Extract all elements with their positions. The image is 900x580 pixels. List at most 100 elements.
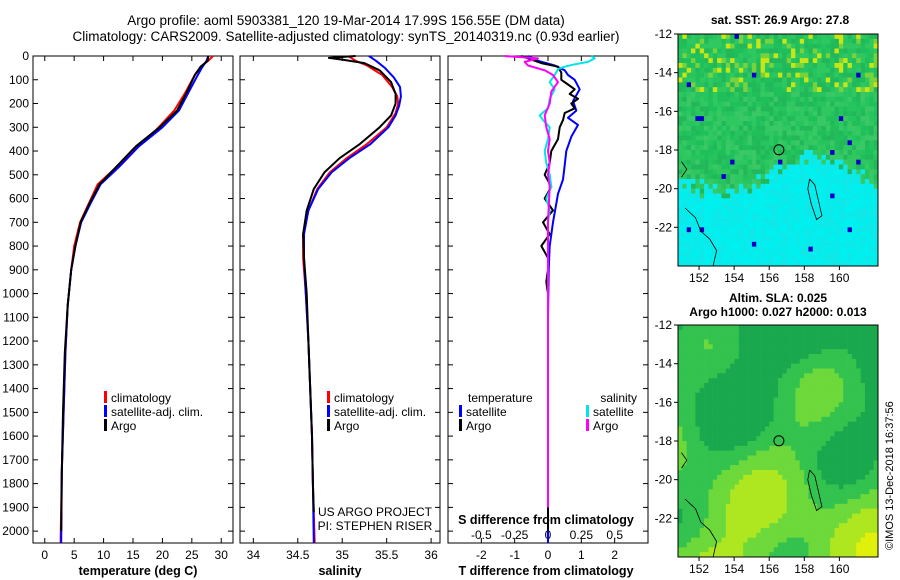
sla-map-cell: [678, 445, 683, 451]
sst-map-cell: [682, 232, 687, 238]
sst-map-cell: [704, 92, 709, 98]
sla-map-cell: [851, 518, 857, 524]
sst-map-cell: [751, 38, 757, 44]
sla-map-cell: [751, 392, 757, 398]
sst-map-cell: [825, 169, 831, 175]
sst-map-cell: [743, 251, 748, 257]
sst-map-cell: [838, 43, 844, 49]
sst-map-cell: [799, 174, 805, 180]
sla-map-cell: [778, 523, 783, 529]
depth-tick-label: 100: [9, 73, 29, 87]
sla-map-cell: [782, 503, 787, 509]
sst-map-cell: [799, 222, 805, 228]
sla-map-cell: [682, 436, 687, 442]
sla-map-cell: [734, 470, 740, 476]
sst-map-cell: [830, 145, 835, 151]
sst-map-cell: [769, 63, 774, 69]
sla-map-cell: [751, 349, 757, 355]
sla-map-cell: [847, 494, 853, 500]
sst-map-cell: [812, 87, 818, 93]
sst-map-cell: [730, 232, 735, 238]
sst-map-cell: [873, 34, 879, 40]
sst-map-cell: [817, 140, 822, 146]
sst-map-cell: [717, 82, 722, 88]
sst-map-cell: [838, 63, 844, 69]
sla-map-cell: [747, 547, 753, 553]
sst-map-cell: [851, 92, 857, 98]
sst-map-cell: [747, 101, 753, 107]
sst-map-cell: [678, 193, 683, 199]
sla-map-cell: [838, 552, 844, 558]
sst-map-cell: [738, 82, 744, 88]
sst-map-cell: [704, 43, 709, 49]
sst-map-cell: [778, 121, 783, 127]
sst-map-cell: [860, 121, 866, 127]
sla-map-cell: [730, 402, 735, 408]
sst-map-cell: [786, 159, 792, 165]
sla-map-cell: [699, 552, 705, 558]
sla-map-cell: [691, 421, 696, 427]
sla-map-cell: [786, 344, 792, 350]
sst-map-cell: [830, 87, 835, 93]
sla-map-cell: [860, 325, 866, 331]
sst-map-cell: [725, 183, 731, 189]
sst-map-cell: [791, 87, 796, 93]
sst-map-cell: [782, 58, 787, 64]
sla-map-cell: [851, 421, 857, 427]
sla-map-cell: [686, 445, 692, 451]
sla-map-cell: [791, 373, 796, 379]
sla-map-cell: [817, 523, 822, 529]
sst-map-cell: [804, 222, 809, 228]
sla-map-cell: [808, 537, 814, 543]
sst-map-cell: [851, 53, 857, 59]
sla-map-cell: [817, 542, 822, 548]
sst-map-cell: [760, 140, 766, 146]
sla-map-cell: [769, 503, 774, 509]
sla-map-cell: [873, 479, 879, 485]
sst-map-cell: [721, 145, 727, 151]
sst-map-cell: [721, 256, 727, 262]
sla-map-cell: [708, 339, 714, 345]
sla-map-cell: [856, 378, 861, 384]
sst-map-cell: [808, 222, 814, 228]
sst-map-cell: [678, 101, 683, 107]
sla-map-cell: [786, 523, 792, 529]
sla-map-cell: [795, 392, 801, 398]
sst-map-cell: [834, 208, 840, 214]
sst-map-cell: [778, 34, 783, 40]
sla-map-cell: [704, 387, 709, 393]
sst-map-cell: [808, 140, 814, 146]
sla-map-cell: [782, 387, 787, 393]
sst-lon-tick-label: 158: [794, 271, 814, 285]
sla-map-cell: [769, 441, 774, 447]
sst-map-cell: [838, 125, 844, 131]
sst-map-cell: [682, 203, 687, 209]
sla-map-cell: [712, 441, 718, 447]
sst-map-cell: [708, 174, 714, 180]
sla-map-cell: [873, 363, 879, 369]
sla-map-cell: [782, 508, 787, 514]
sst-map-cell: [760, 261, 766, 267]
sst-map-cell: [751, 48, 757, 54]
sla-map-cell: [821, 542, 827, 548]
sla-map-cell: [804, 412, 809, 418]
sla-map-cell: [830, 325, 835, 331]
sla-map-cell: [704, 532, 709, 538]
sla-map-cell: [847, 518, 853, 524]
sst-map-cell: [769, 48, 774, 54]
sla-lat-tick-label: -14: [655, 357, 673, 371]
tdiff-tick-label: 2: [611, 548, 618, 562]
sla-map-cell: [843, 436, 848, 442]
sla-map-cell: [691, 552, 696, 558]
sla-map-cell: [847, 383, 853, 389]
sla-map-cell: [864, 334, 870, 340]
sst-map-cell: [843, 58, 848, 64]
sst-map-cell: [730, 92, 735, 98]
sst-map-cell: [695, 227, 701, 233]
sst-map-cell: [778, 130, 783, 136]
sla-map-cell: [821, 503, 827, 509]
sla-map-cell: [734, 373, 740, 379]
sla-map-cell: [695, 392, 701, 398]
sst-map-cell: [782, 130, 787, 136]
sla-map-cell: [695, 334, 701, 340]
